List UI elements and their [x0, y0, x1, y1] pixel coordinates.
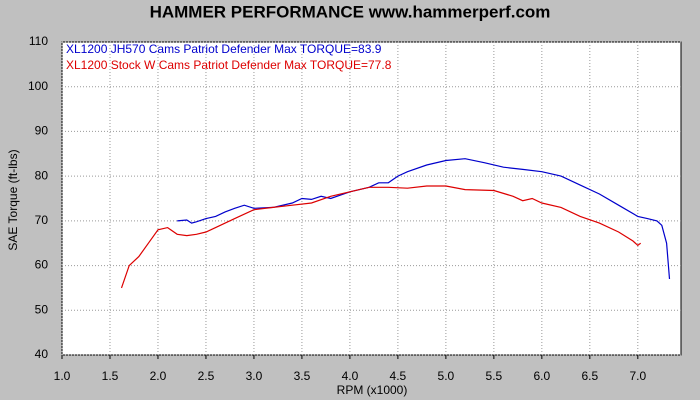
y-tick-label: 100: [28, 79, 48, 93]
data-line: [177, 158, 671, 280]
x-tick-label: 5.5: [486, 369, 503, 383]
y-tick-label: 90: [35, 124, 49, 138]
y-tick-label: 110: [29, 34, 48, 48]
chart-title: HAMMER PERFORMANCE www.hammerperf.com: [150, 2, 551, 21]
y-tick-label: 60: [35, 258, 49, 272]
legend-entry: XL1200 Stock W Cams Patriot Defender Max…: [66, 58, 392, 72]
x-tick-label: 2.5: [198, 369, 215, 383]
x-tick-label: 4.0: [342, 369, 359, 383]
x-tick-label: 3.0: [246, 369, 263, 383]
x-tick-label: 4.5: [390, 369, 407, 383]
x-tick-label: 7.0: [629, 369, 646, 383]
x-tick-label: 6.0: [534, 369, 551, 383]
x-tick-label: 1.0: [54, 369, 71, 383]
y-tick-label: 80: [35, 168, 49, 182]
x-tick-label: 6.5: [581, 369, 598, 383]
legend-entry: XL1200 JH570 Cams Patriot Defender Max T…: [66, 42, 382, 56]
y-tick-label: 50: [35, 302, 49, 316]
x-tick-label: 2.0: [150, 369, 167, 383]
x-axis-label: RPM (x1000): [337, 383, 408, 397]
plot-area: [61, 41, 682, 356]
data-line: [120, 185, 642, 289]
x-tick-label: 5.0: [438, 369, 455, 383]
y-axis-label: SAE Torque (ft-lbs): [6, 149, 20, 250]
x-tick-label: 1.5: [102, 369, 119, 383]
y-tick-label: 70: [35, 213, 49, 227]
x-tick-label: 3.5: [294, 369, 311, 383]
y-tick-label: 40: [35, 347, 49, 361]
